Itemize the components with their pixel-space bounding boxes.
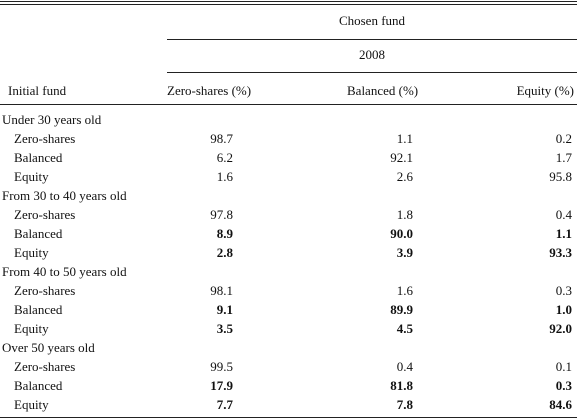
table-row: Balanced 6.2 92.1 1.7 [0,148,577,167]
balanced-cell: 90.0 [390,226,413,241]
zero-shares-cell: 6.2 [216,150,233,165]
chosen-fund-heading: Chosen fund [338,13,406,28]
table-row: Equity 1.6 2.6 95.8 [0,167,577,186]
balanced-cell: 92.1 [390,150,413,165]
balanced-cell: 1.6 [396,283,413,298]
age-group-title: From 30 to 40 years old [2,188,127,203]
table-row: Balanced 17.9 81.8 0.3 [0,376,577,395]
balanced-cell: 2.6 [396,169,413,184]
age-group-title: From 40 to 50 years old [2,264,127,279]
equity-cell: 0.4 [555,207,572,222]
equity-cell: 0.3 [555,283,572,298]
top-rule [0,1,577,2]
year-heading: 2008 [359,47,385,62]
balanced-cell: 7.8 [396,397,413,412]
row-label: Equity [14,169,49,184]
zero-shares-cell: 98.7 [210,131,233,146]
table-row: Balanced 8.9 90.0 1.1 [0,224,577,243]
table-body: Under 30 years old Zero-shares 98.7 1.1 0.2 B… [0,110,577,414]
zero-shares-cell: 98.1 [210,283,233,298]
balanced-cell: 1.8 [396,207,413,222]
table-row: Zero-shares 99.5 0.4 0.1 [0,357,577,376]
zero-shares-cell: 9.1 [216,302,233,317]
equity-cell: 0.3 [555,378,572,393]
table-row: Zero-shares 98.1 1.6 0.3 [0,281,577,300]
row-label: Equity [14,397,49,412]
balanced-cell: 0.4 [396,359,413,374]
equity-cell: 84.6 [549,397,572,412]
zero-shares-cell: 7.7 [216,397,233,412]
zero-shares-header: Zero-shares (%) [167,83,252,98]
equity-cell: 1.0 [555,302,572,317]
equity-cell: 0.1 [555,359,572,374]
zero-shares-cell: 99.5 [210,359,233,374]
initial-fund-header: Initial fund [8,83,67,98]
row-label: Balanced [14,378,63,393]
zero-shares-cell: 8.9 [216,226,233,241]
chosen-fund-rule [167,39,577,40]
year-rule [167,72,577,73]
zero-shares-cell: 3.5 [216,321,233,336]
table-row: Equity 7.7 7.8 84.6 [0,395,577,414]
table-row: Balanced 9.1 89.9 1.0 [0,300,577,319]
balanced-cell: 1.1 [396,131,413,146]
equity-cell: 1.1 [555,226,572,241]
table-row: Zero-shares 98.7 1.1 0.2 [0,129,577,148]
row-label: Zero-shares [14,359,76,374]
equity-header: Equity (%) [516,83,574,98]
row-label: Balanced [14,226,63,241]
top-rule-double [0,4,577,5]
row-label: Balanced [14,302,63,317]
age-group-title: Under 30 years old [2,112,102,127]
equity-cell: 93.3 [549,245,572,260]
age-group-title: Over 50 years old [2,340,95,355]
balanced-cell: 81.8 [390,378,413,393]
row-label: Zero-shares [14,207,76,222]
row-label: Equity [14,321,49,336]
row-label: Zero-shares [14,131,76,146]
row-label: Equity [14,245,49,260]
zero-shares-cell: 2.8 [216,245,233,260]
row-label: Balanced [14,150,63,165]
zero-shares-cell: 1.6 [216,169,233,184]
balanced-cell: 4.5 [396,321,413,336]
bottom-rule [0,417,577,418]
equity-cell: 95.8 [549,169,572,184]
table-row: Equity 3.5 4.5 92.0 [0,319,577,338]
table-row: Equity 2.8 3.9 93.3 [0,243,577,262]
zero-shares-cell: 97.8 [210,207,233,222]
equity-cell: 92.0 [549,321,572,336]
equity-cell: 0.2 [555,131,572,146]
balanced-cell: 89.9 [390,302,413,317]
header-rule [0,104,577,105]
row-label: Zero-shares [14,283,76,298]
balanced-header: Balanced (%) [347,83,419,98]
balanced-cell: 3.9 [396,245,413,260]
equity-cell: 1.7 [555,150,572,165]
table-row: Zero-shares 97.8 1.8 0.4 [0,205,577,224]
zero-shares-cell: 17.9 [210,378,233,393]
